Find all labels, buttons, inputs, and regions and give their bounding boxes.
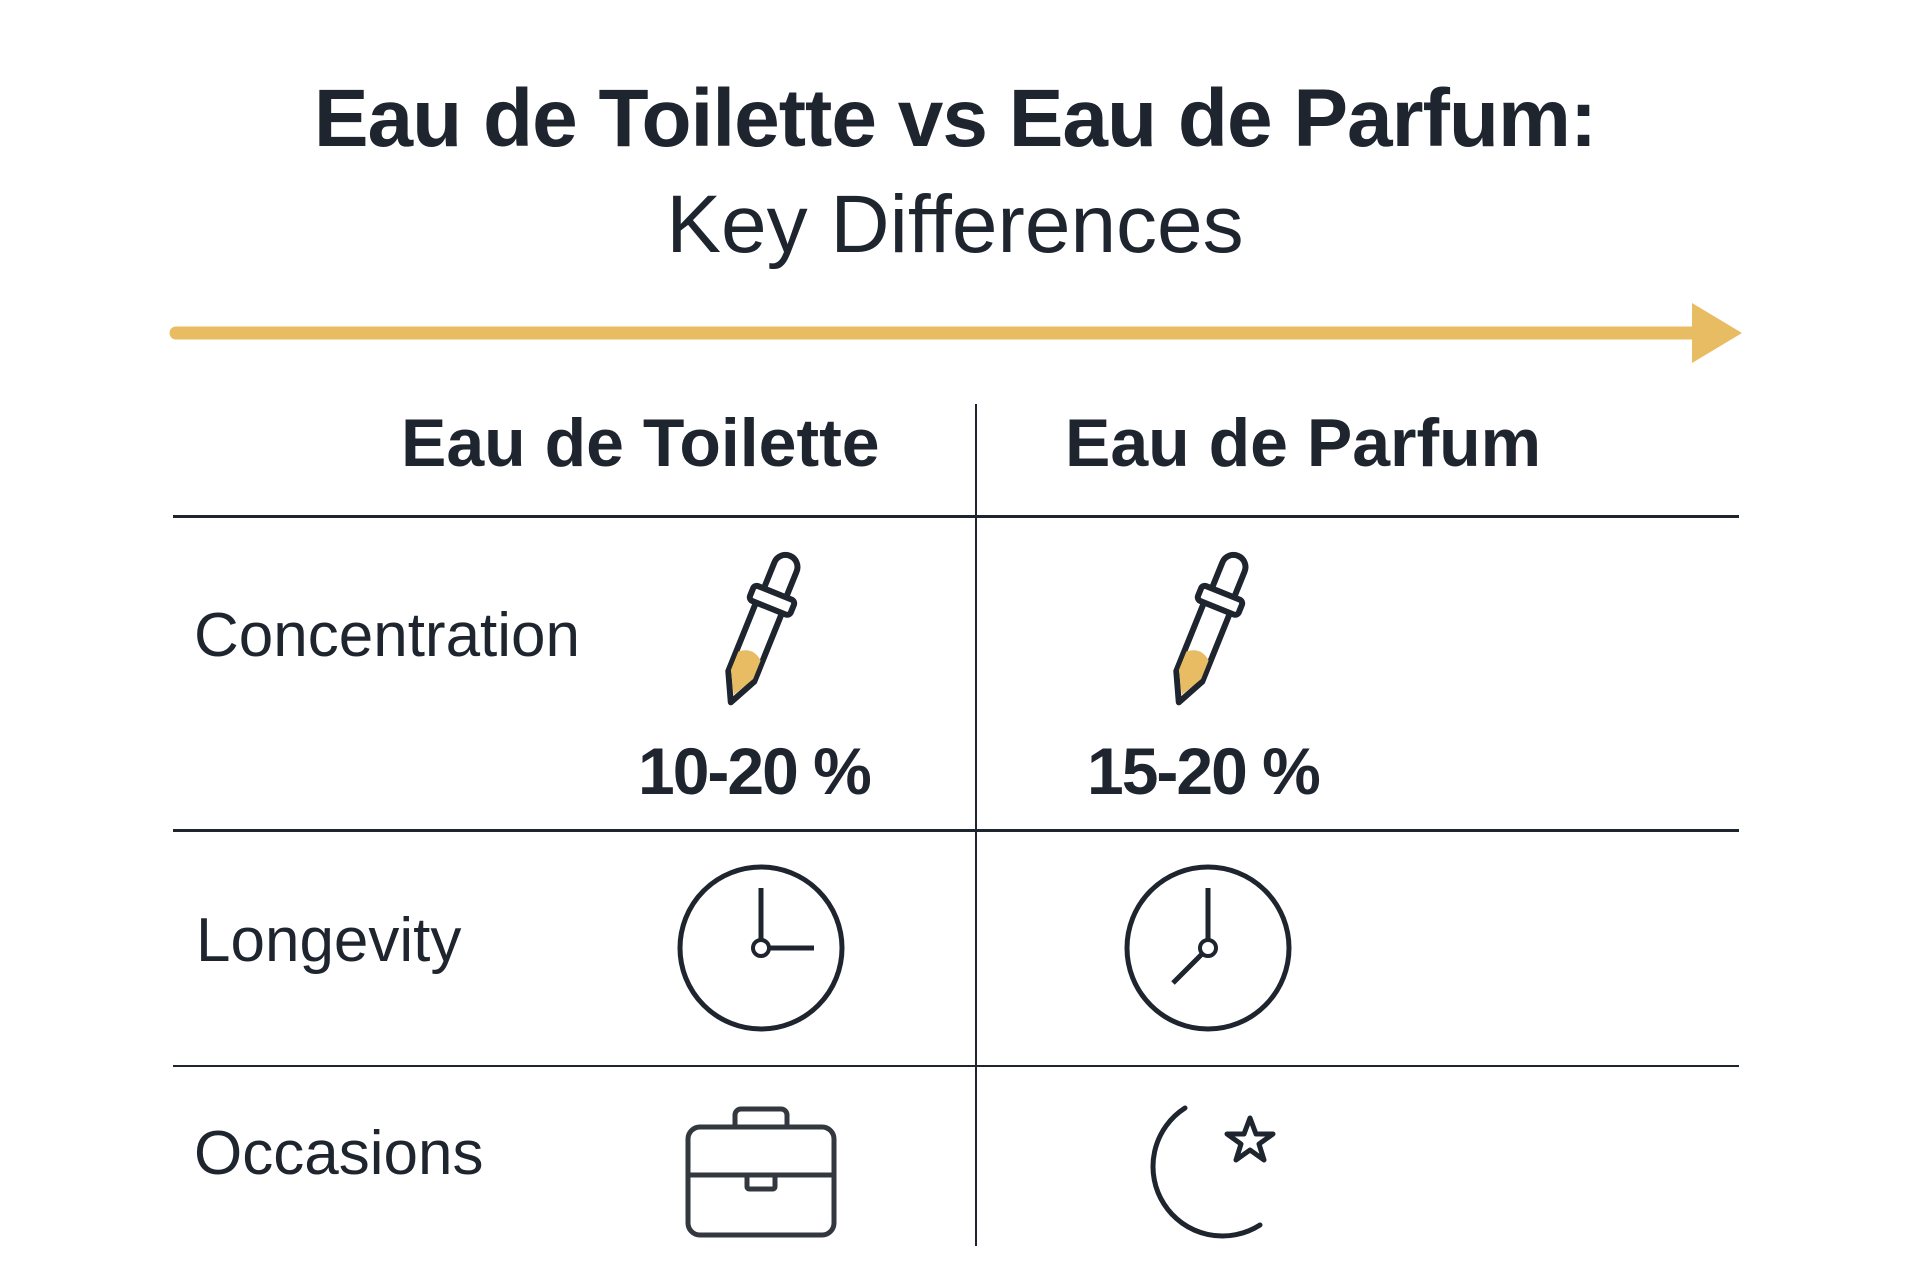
moon-star-icon xyxy=(1150,1105,1276,1239)
dropper-icon xyxy=(725,551,801,706)
row-divider xyxy=(173,1065,1739,1067)
edp-concentration-value: 15-20 % xyxy=(1087,734,1321,808)
column-header-edt: Eau de Toilette xyxy=(401,405,880,481)
header-divider xyxy=(173,515,1739,518)
subtitle: Key Differences xyxy=(666,179,1244,270)
arrow xyxy=(169,303,1742,363)
row-label-longevity: Longevity xyxy=(196,906,462,975)
column-header-edp: Eau de Parfum xyxy=(1065,405,1542,481)
briefcase-icon xyxy=(685,1106,837,1238)
clock-icon-edp xyxy=(1124,864,1292,1032)
dropper-icon xyxy=(1173,551,1249,706)
row-label-concentration: Concentration xyxy=(194,601,581,670)
clock-icon-edt xyxy=(677,864,845,1032)
row-divider xyxy=(173,829,1739,832)
row-label-occasions: Occasions xyxy=(194,1119,484,1188)
title: Eau de Toilette vs Eau de Parfum: xyxy=(313,73,1597,164)
edt-concentration-value: 10-20 % xyxy=(638,734,872,808)
column-divider xyxy=(975,404,977,1246)
